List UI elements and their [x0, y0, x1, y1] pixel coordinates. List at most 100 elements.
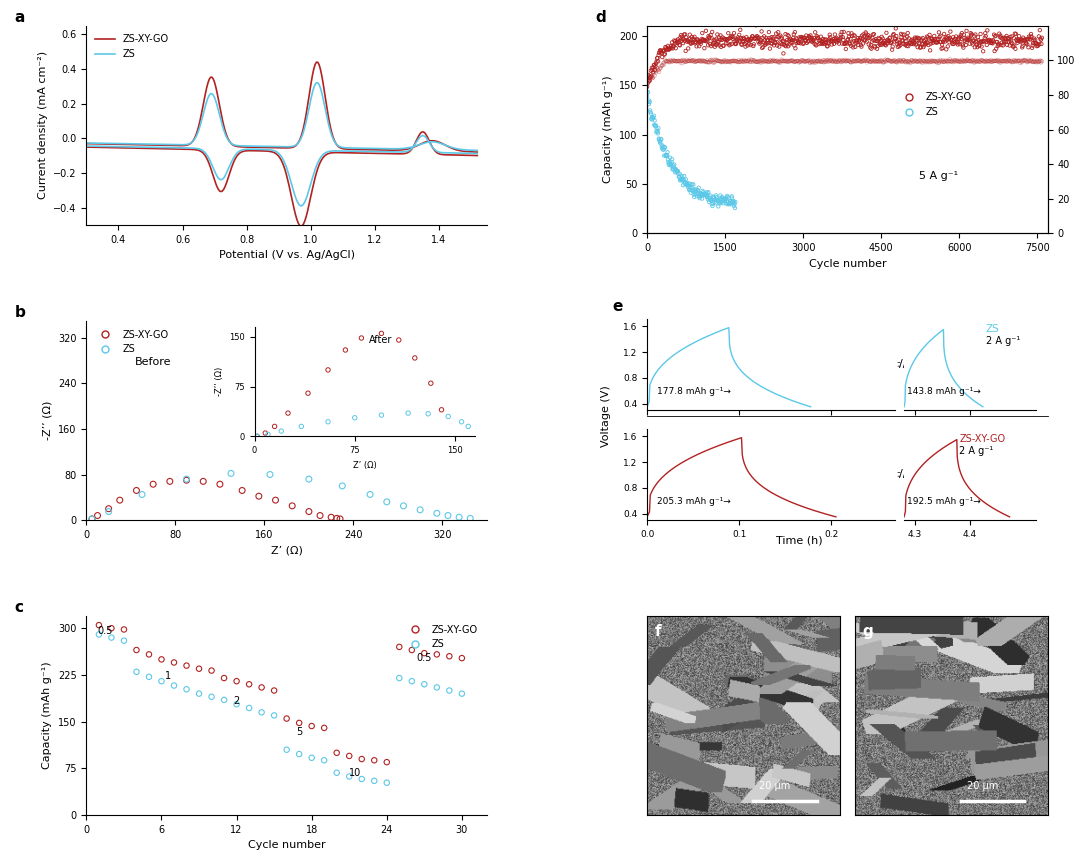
Point [747, 32, 765, 45]
Point [928, 55, 945, 69]
Point [906, 54, 923, 68]
Point [684, 30, 701, 44]
Point [982, 36, 999, 50]
Point [661, 42, 678, 56]
Point [970, 55, 987, 69]
Point [922, 37, 940, 51]
Point [730, 53, 747, 67]
Point [896, 32, 914, 45]
Point [827, 55, 845, 69]
Point [667, 36, 685, 50]
Point [1020, 53, 1037, 67]
Point [725, 53, 742, 67]
Point [654, 58, 672, 72]
Point [723, 29, 740, 43]
Point [764, 34, 781, 48]
Point [687, 35, 704, 49]
Point [877, 52, 894, 66]
Point [676, 169, 693, 183]
Point [769, 39, 786, 52]
Point [870, 55, 888, 69]
Point [868, 33, 886, 47]
Point [958, 33, 975, 47]
Point [691, 55, 708, 69]
Point [713, 56, 730, 69]
Point [829, 33, 847, 47]
Point [970, 39, 987, 52]
Point [696, 188, 713, 202]
Point [956, 27, 973, 41]
Point [772, 54, 789, 68]
Point [757, 38, 774, 51]
Point [795, 53, 812, 67]
Point [854, 54, 872, 68]
Point [1025, 55, 1042, 69]
Point [83, 512, 100, 526]
Point [706, 193, 724, 207]
Point [702, 39, 719, 53]
Point [645, 111, 662, 124]
Point [692, 34, 710, 48]
Point [756, 55, 773, 69]
Point [993, 31, 1010, 45]
Point [805, 54, 822, 68]
Point [1009, 54, 1026, 68]
Point [648, 61, 665, 75]
Point [929, 32, 946, 45]
Point [1012, 33, 1029, 47]
Point [933, 38, 950, 51]
Point [700, 190, 717, 204]
Point [659, 54, 676, 68]
Point [690, 54, 707, 68]
Point [732, 31, 750, 45]
Point [659, 148, 676, 162]
Point [758, 31, 775, 45]
Point [720, 196, 738, 210]
Point [755, 35, 772, 49]
Point [640, 74, 658, 88]
Point [203, 690, 220, 704]
Point [903, 33, 920, 47]
Point [791, 30, 808, 44]
Point [774, 54, 792, 68]
Point [893, 55, 910, 69]
Point [885, 28, 902, 42]
Point [1004, 39, 1022, 53]
Point [732, 55, 750, 69]
Point [653, 51, 671, 64]
Point [644, 111, 661, 124]
Point [720, 32, 738, 45]
Point [734, 34, 752, 48]
Point [701, 31, 718, 45]
Point [784, 53, 801, 67]
Point [885, 54, 902, 68]
Point [775, 54, 793, 68]
Point [856, 52, 874, 66]
Point [878, 53, 895, 67]
Point [704, 196, 721, 210]
Y-axis label: -Z’’ (Ω): -Z’’ (Ω) [42, 401, 53, 440]
Point [775, 34, 793, 48]
Point [880, 54, 897, 68]
Point [663, 35, 680, 49]
Point [957, 54, 974, 68]
Point [743, 32, 760, 45]
Point [936, 54, 954, 68]
Point [715, 39, 732, 52]
Point [1024, 55, 1041, 69]
Point [1021, 54, 1038, 68]
Point [774, 46, 792, 60]
Point [714, 31, 731, 45]
Point [1009, 36, 1026, 50]
Point [997, 32, 1014, 45]
Point [959, 52, 976, 66]
Point [733, 53, 751, 67]
Point [1004, 55, 1022, 69]
Point [959, 54, 976, 68]
Point [748, 30, 766, 44]
Point [700, 55, 717, 69]
Point [962, 28, 980, 42]
Point [846, 29, 863, 43]
Point [940, 56, 957, 69]
Point [786, 55, 804, 69]
